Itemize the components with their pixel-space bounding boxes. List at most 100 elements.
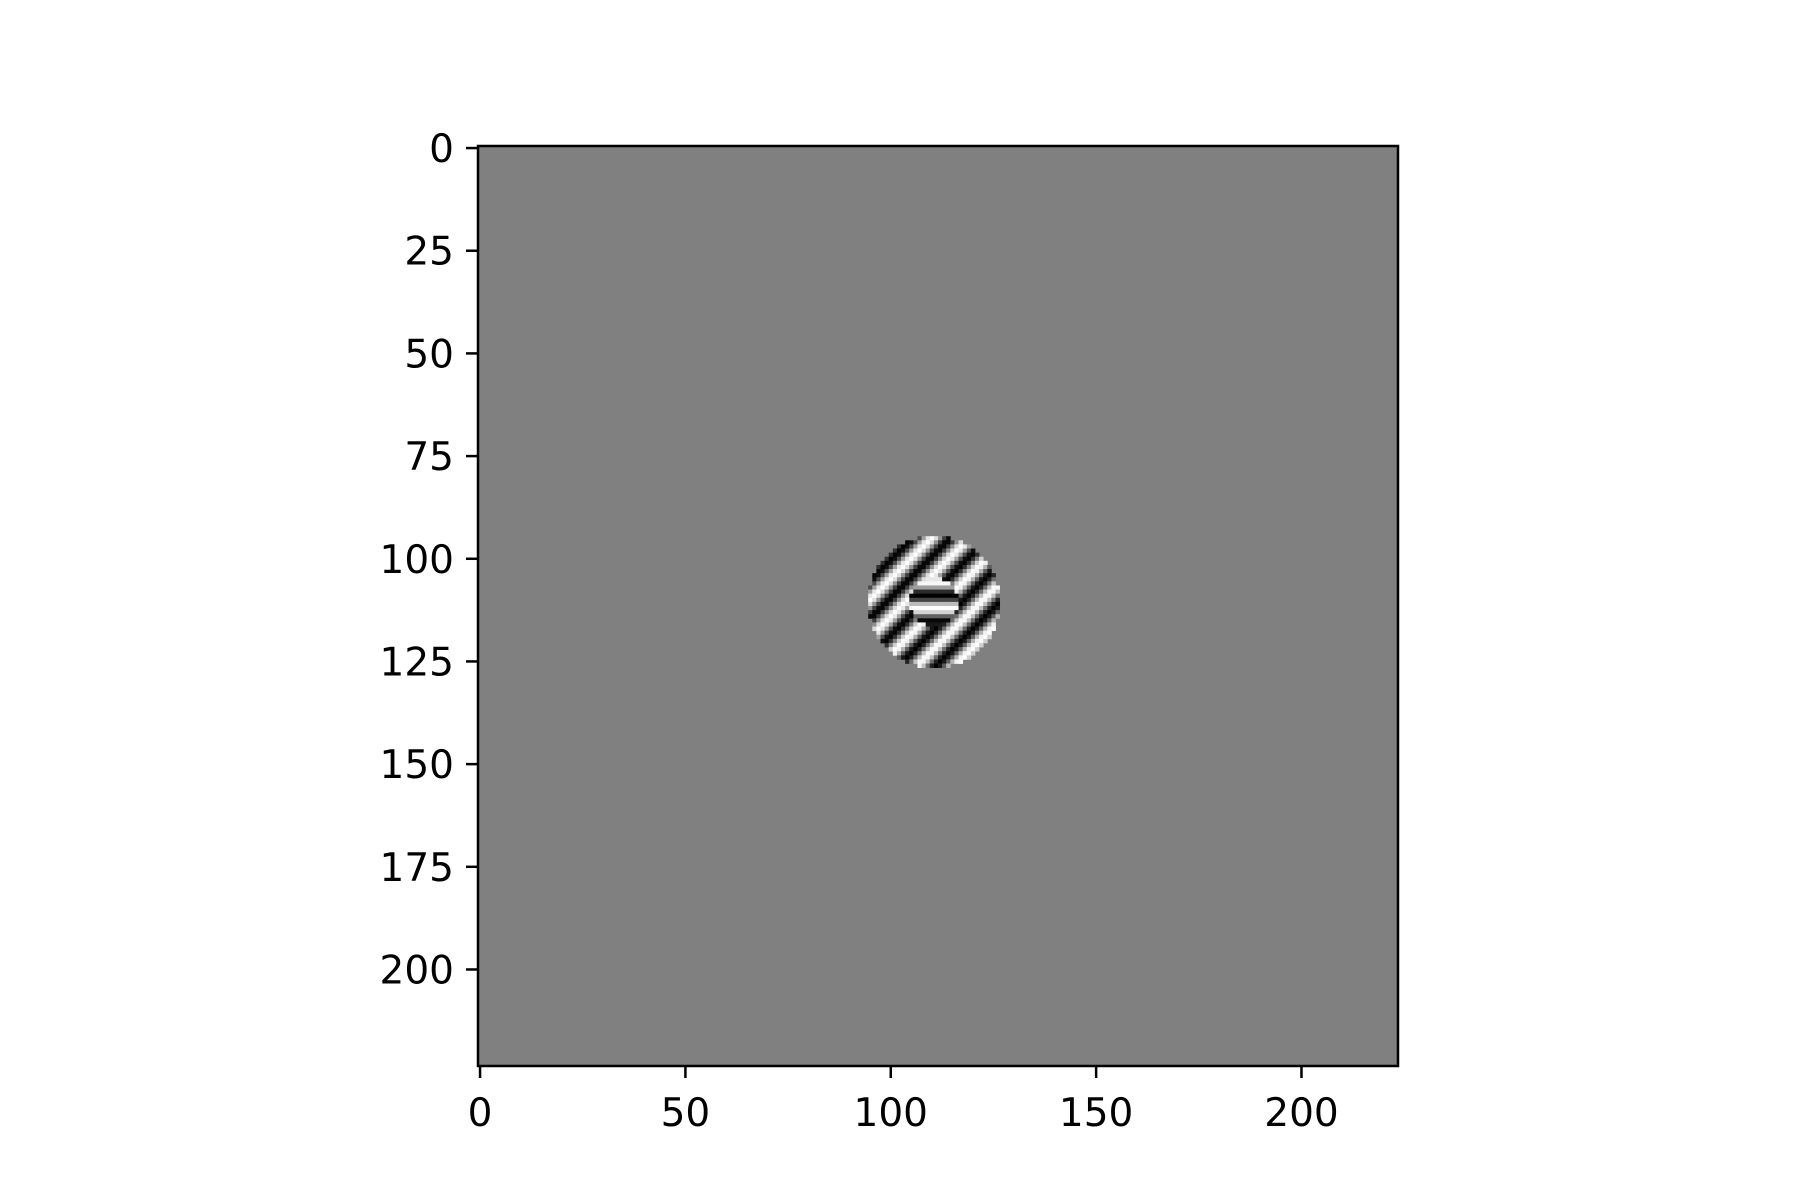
grating-surround-pixel [896, 569, 902, 574]
grating-surround-pixel [892, 564, 898, 570]
grating-surround-pixel [917, 638, 922, 644]
grating-surround-pixel [901, 577, 906, 582]
grating-surround-pixel [921, 622, 927, 627]
grating-surround-pixel [892, 647, 898, 652]
grating-surround-pixel [962, 589, 968, 595]
grating-surround-pixel [921, 634, 927, 640]
grating-surround-pixel [946, 647, 951, 652]
grating-surround-pixel [979, 642, 984, 648]
grating-surround-pixel [880, 597, 886, 603]
grating-surround-pixel [905, 573, 910, 578]
grating-surround-pixel [896, 647, 902, 652]
grating-surround-pixel [888, 610, 894, 615]
grating-center-pixel [913, 585, 918, 590]
grating-surround-pixel [905, 659, 910, 664]
grating-surround-pixel [974, 556, 980, 562]
grating-surround-pixel [958, 597, 964, 603]
grating-surround-pixel [892, 573, 898, 578]
grating-surround-pixel [933, 663, 939, 669]
grating-surround-pixel [901, 622, 906, 627]
grating-surround-pixel [962, 548, 968, 554]
grating-surround-pixel [995, 614, 1001, 619]
grating-center-pixel [917, 601, 922, 607]
grating-surround-pixel [991, 581, 996, 586]
grating-surround-pixel [901, 610, 906, 615]
grating-surround-pixel [917, 569, 922, 574]
grating-surround-pixel [991, 614, 996, 619]
grating-center-pixel [917, 589, 922, 595]
grating-surround-pixel [901, 597, 906, 603]
grating-surround-pixel [970, 548, 976, 554]
grating-center-pixel [933, 622, 939, 627]
grating-surround-pixel [970, 638, 976, 644]
grating-surround-pixel [929, 638, 935, 644]
grating-surround-pixel [991, 606, 996, 611]
grating-surround-pixel [958, 593, 964, 599]
grating-surround-pixel [979, 618, 984, 623]
grating-surround-pixel [901, 593, 906, 599]
grating-surround-pixel [991, 610, 996, 615]
grating-center-pixel [921, 589, 927, 595]
grating-surround-pixel [892, 626, 898, 632]
grating-surround-pixel [962, 552, 968, 558]
grating-surround-pixel [979, 593, 984, 599]
grating-surround-pixel [925, 626, 931, 632]
grating-surround-pixel [905, 556, 910, 562]
grating-surround-pixel [929, 634, 935, 640]
grating-surround-pixel [929, 544, 935, 549]
grating-surround-pixel [921, 626, 927, 632]
grating-surround-pixel [921, 573, 927, 578]
grating-surround-pixel [946, 569, 951, 574]
grating-surround-pixel [896, 544, 902, 549]
grating-surround-pixel [962, 593, 968, 599]
grating-surround-pixel [913, 577, 918, 582]
grating-surround-pixel [946, 651, 951, 656]
grating-surround-pixel [913, 544, 918, 549]
x-tick-label: 0 [468, 1091, 493, 1136]
grating-surround-pixel [929, 573, 935, 578]
grating-surround-pixel [983, 593, 988, 599]
grating-surround-pixel [929, 659, 935, 664]
grating-surround-pixel [942, 630, 947, 636]
grating-surround-pixel [921, 647, 927, 652]
grating-surround-pixel [917, 626, 922, 632]
grating-center-pixel [917, 585, 922, 590]
grating-surround-pixel [905, 630, 910, 636]
grating-surround-pixel [958, 606, 964, 611]
grating-surround-pixel [933, 655, 939, 660]
grating-surround-pixel [966, 622, 972, 627]
grating-surround-pixel [974, 585, 980, 590]
grating-center-pixel [925, 622, 931, 627]
grating-surround-pixel [938, 564, 943, 570]
grating-surround-pixel [905, 647, 910, 652]
grating-surround-pixel [974, 610, 980, 615]
grating-surround-pixel [909, 585, 914, 590]
grating-surround-pixel [966, 618, 972, 623]
grating-surround-pixel [970, 597, 976, 603]
grating-surround-pixel [901, 569, 906, 574]
grating-surround-pixel [876, 622, 881, 627]
grating-surround-pixel [970, 581, 976, 586]
grating-surround-pixel [946, 630, 951, 636]
grating-center-pixel [942, 618, 947, 623]
y-tick-label: 175 [380, 846, 454, 891]
grating-surround-pixel [896, 589, 902, 595]
grating-surround-pixel [921, 564, 927, 570]
grating-surround-pixel [925, 556, 931, 562]
grating-surround-pixel [950, 618, 955, 623]
grating-surround-pixel [974, 622, 980, 627]
grating-surround-pixel [909, 548, 914, 554]
grating-surround-pixel [933, 556, 939, 562]
grating-surround-pixel [938, 638, 943, 644]
grating-center-pixel [954, 597, 959, 603]
y-tick-label: 0 [429, 127, 454, 172]
grating-surround-pixel [901, 601, 906, 607]
grating-surround-pixel [974, 618, 980, 623]
grating-surround-pixel [946, 552, 951, 558]
grating-surround-pixel [868, 585, 873, 590]
grating-surround-pixel [913, 638, 918, 644]
grating-surround-pixel [954, 585, 959, 590]
grating-surround-pixel [917, 544, 922, 549]
grating-surround-pixel [970, 610, 976, 615]
grating-surround-pixel [925, 630, 931, 636]
